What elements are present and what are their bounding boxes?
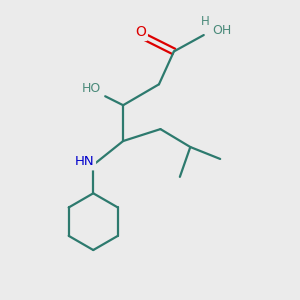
Text: HO: HO — [82, 82, 101, 95]
Text: O: O — [135, 25, 146, 39]
Text: H: H — [201, 15, 210, 28]
Text: HN: HN — [74, 155, 94, 168]
Text: OH: OH — [212, 24, 231, 37]
